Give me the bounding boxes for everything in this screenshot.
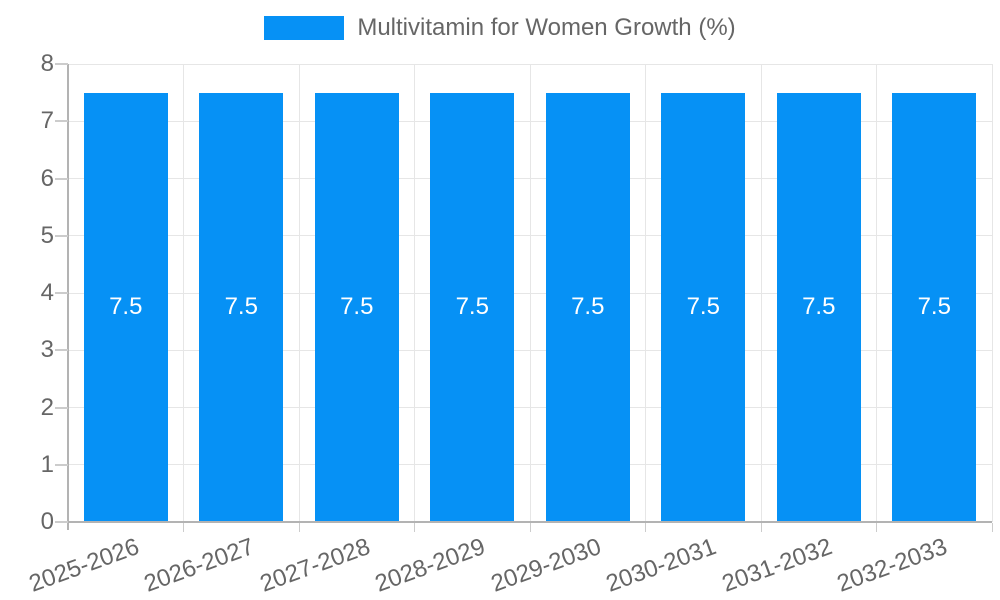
y-tick-label: 4 [40,279,54,306]
x-axis-line [56,521,992,523]
x-axis-label: 2029-2030 [487,533,605,598]
x-tick-mark [414,523,415,532]
bar: 7.5 [83,92,168,522]
x-tick-mark [645,523,646,532]
v-gridline [645,64,646,522]
y-tick-mark [55,406,68,409]
x-axis-label: 2026-2027 [141,533,259,598]
y-tick-mark [55,463,68,466]
bar-value-label: 7.5 [917,293,951,321]
y-tick-mark [55,521,68,523]
x-tick-mark [298,523,300,532]
bar: 7.5 [314,92,399,522]
bar: 7.5 [545,92,630,522]
y-tick-label: 0 [40,508,54,535]
bar: 7.5 [892,92,977,522]
plot-area: 7.5 7.5 7.5 7.5 7.5 7.5 7.5 7.5 [68,63,993,522]
x-axis-label: 2031-2032 [718,533,836,598]
y-tick-mark [55,234,68,237]
bar-value-label: 7.5 [109,293,143,321]
bar: 7.5 [776,92,861,522]
v-gridline [760,64,762,522]
x-tick-mark [991,523,993,532]
legend: Multivitamin for Women Growth (%) [0,16,1000,40]
y-tick-label: 3 [40,336,54,364]
y-axis-line [67,64,69,530]
bar: 7.5 [199,92,284,522]
legend-label: Multivitamin for Women Growth (%) [357,14,736,41]
y-tick-label: 5 [40,221,54,249]
x-tick-mark [529,523,531,532]
x-tick-mark [183,523,184,532]
bar-value-label: 7.5 [802,293,836,321]
y-tick-label: 6 [40,164,54,192]
bar: 7.5 [430,92,515,522]
x-tick-mark [876,523,877,532]
y-tick-mark [55,177,68,180]
v-gridline [298,64,300,522]
x-axis-label: 2030-2031 [603,533,721,598]
x-tick-mark [760,523,762,532]
x-axis-label: 2027-2028 [256,533,374,598]
bar-value-label: 7.5 [571,293,605,321]
bar-value-label: 7.5 [686,293,720,321]
bar: 7.5 [661,92,746,522]
y-tick-mark [55,292,68,294]
v-gridline [529,64,531,522]
legend-color-swatch [264,16,345,40]
x-axis-label: 2028-2029 [372,533,490,598]
y-tick-mark [55,120,68,123]
y-tick-label: 8 [40,50,54,77]
bar-value-label: 7.5 [340,293,374,321]
y-tick-label: 7 [40,107,54,135]
v-gridline [414,64,415,522]
v-gridline [183,64,184,522]
y-tick-mark [55,349,68,352]
v-gridline [876,64,877,522]
x-axis-label: 2032-2033 [834,533,952,598]
y-tick-mark [55,63,68,65]
bar-value-label: 7.5 [455,293,489,321]
v-gridline [991,64,993,522]
bar-value-label: 7.5 [224,293,258,321]
y-tick-label: 2 [40,393,54,421]
x-axis-label: 2025-2026 [25,533,143,598]
y-tick-label: 1 [40,450,54,478]
